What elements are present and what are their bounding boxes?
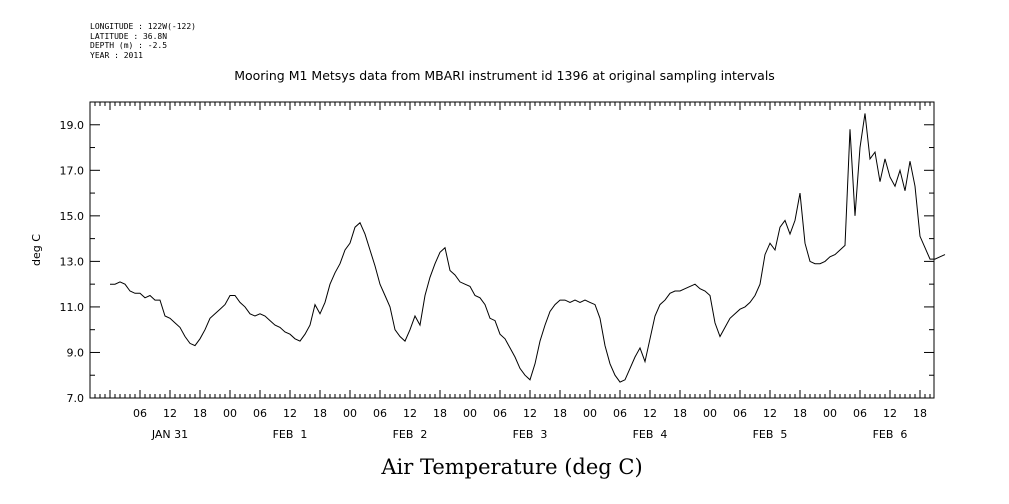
day-label: JAN 31 (151, 428, 188, 441)
y-tick-label: 13.0 (60, 255, 85, 268)
x-tick-label: 00 (463, 407, 477, 420)
day-label: FEB 4 (633, 428, 668, 441)
x-tick-label: 06 (133, 407, 147, 420)
y-axis-label: deg C (30, 234, 43, 266)
y-tick-label: 9.0 (67, 346, 85, 359)
day-label: FEB 2 (393, 428, 428, 441)
x-tick-label: 00 (223, 407, 237, 420)
day-label: FEB 1 (273, 428, 308, 441)
x-tick-label: 12 (163, 407, 177, 420)
x-tick-label: 06 (373, 407, 387, 420)
x-tick-label: 18 (793, 407, 807, 420)
x-tick-label: 06 (493, 407, 507, 420)
x-tick-label: 12 (403, 407, 417, 420)
x-tick-label: 12 (283, 407, 297, 420)
day-labels: JAN 31 FEB 1 FEB 2 FEB 3 FEB 4 FEB 5 FEB 6 (151, 428, 908, 441)
series-line-air-temperature (110, 113, 946, 383)
y-tick-labels: 7.0 9.0 11.0 13.0 15.0 17.0 19.0 (60, 119, 85, 405)
y-tick-label: 19.0 (60, 119, 85, 132)
meta-year: YEAR : 2011 (90, 50, 143, 60)
x-tick-label: 06 (853, 407, 867, 420)
x-tick-label: 00 (823, 407, 837, 420)
x-tick-label: 18 (913, 407, 927, 420)
x-axis-label: Air Temperature (deg C) (381, 455, 643, 479)
day-label: FEB 6 (873, 428, 908, 441)
plot-frame (89, 101, 935, 399)
x-tick-label: 18 (313, 407, 327, 420)
meta-latitude: LATITUDE : 36.8N (90, 31, 168, 41)
x-tick-label: 18 (673, 407, 687, 420)
x-tick-label: 06 (613, 407, 627, 420)
x-tick-label: 06 (733, 407, 747, 420)
x-tick-label: 00 (583, 407, 597, 420)
chart-title: Mooring M1 Metsys data from MBARI instru… (234, 68, 775, 83)
x-tick-labels: 06 12 18 00 06 12 18 00 06 12 18 00 06 12 18 00 06 12 18 00… (133, 407, 927, 420)
meta-depth: DEPTH (m) : -2.5 (90, 41, 168, 50)
meta-longitude: LONGITUDE : 122W(-122) (90, 22, 196, 31)
axis-ticks (89, 101, 934, 399)
y-tick-label: 11.0 (60, 301, 85, 314)
x-tick-label: 00 (343, 407, 357, 420)
day-label: FEB 3 (513, 428, 548, 441)
x-tick-label: 12 (523, 407, 537, 420)
day-label: FEB 5 (753, 428, 788, 441)
x-tick-label: 12 (883, 407, 897, 420)
x-tick-label: 18 (553, 407, 567, 420)
station-metadata: LONGITUDE : 122W(-122) LATITUDE : 36.8N … (90, 22, 196, 60)
x-tick-label: 12 (643, 407, 657, 420)
x-tick-label: 18 (193, 407, 207, 420)
y-tick-label: 15.0 (60, 210, 85, 223)
y-tick-label: 7.0 (67, 392, 85, 405)
x-tick-label: 18 (433, 407, 447, 420)
y-tick-label: 17.0 (60, 164, 85, 177)
x-tick-label: 00 (703, 407, 717, 420)
x-tick-label: 12 (763, 407, 777, 420)
x-tick-label: 06 (253, 407, 267, 420)
